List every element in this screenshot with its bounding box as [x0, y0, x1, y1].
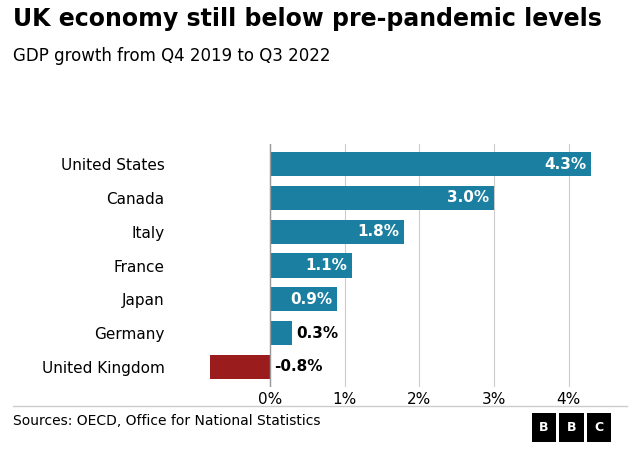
Text: -0.8%: -0.8% — [275, 359, 323, 374]
Text: GDP growth from Q4 2019 to Q3 2022: GDP growth from Q4 2019 to Q3 2022 — [13, 47, 330, 65]
Text: C: C — [595, 421, 604, 434]
Text: Sources: OECD, Office for National Statistics: Sources: OECD, Office for National Stati… — [13, 414, 320, 428]
Text: B: B — [540, 421, 548, 434]
Text: 1.1%: 1.1% — [306, 258, 348, 273]
Bar — [270, 152, 591, 176]
Bar — [270, 220, 404, 244]
Text: B: B — [567, 421, 576, 434]
Bar — [210, 355, 270, 379]
Bar — [270, 287, 337, 311]
Bar — [270, 321, 292, 345]
Bar — [270, 253, 352, 278]
Text: 3.0%: 3.0% — [447, 190, 490, 206]
Text: 1.8%: 1.8% — [358, 224, 400, 239]
Text: UK economy still below pre-pandemic levels: UK economy still below pre-pandemic leve… — [13, 7, 602, 31]
Text: 4.3%: 4.3% — [545, 157, 586, 172]
Text: 0.3%: 0.3% — [297, 325, 339, 341]
Text: 0.9%: 0.9% — [291, 292, 333, 307]
Bar — [270, 186, 494, 210]
